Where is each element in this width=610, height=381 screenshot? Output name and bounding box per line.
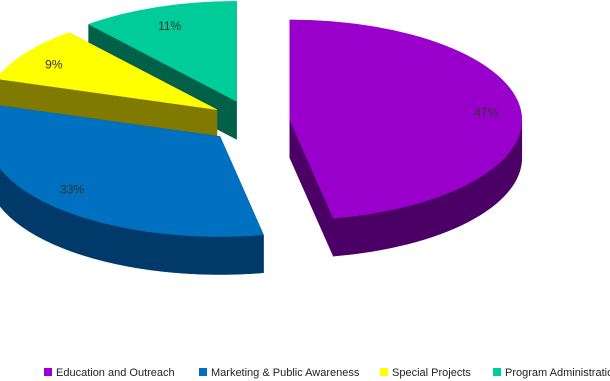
pie-data-labels: 47% 33% 9% 11% xyxy=(45,19,498,196)
legend-item-program-administration: Program Administration xyxy=(493,367,610,379)
slice-label-education-outreach: 47% xyxy=(474,105,498,119)
slice-label-special-projects: 9% xyxy=(45,58,63,72)
pie-top-faces xyxy=(0,1,523,237)
legend-label-education-outreach: Education and Outreach xyxy=(56,367,175,379)
legend-item-marketing-public-awareness: Marketing & Public Awareness xyxy=(199,367,359,379)
legend-label-special-projects: Special Projects xyxy=(392,367,471,379)
legend-item-special-projects: Special Projects xyxy=(380,367,471,379)
legend-swatch-education-outreach xyxy=(44,368,52,376)
slice-label-marketing-public-awareness: 33% xyxy=(60,182,84,196)
legend-label-program-administration: Program Administration xyxy=(505,367,610,379)
slice-marketing-public-awareness-top xyxy=(0,105,264,237)
legend-swatch-program-administration xyxy=(493,368,501,376)
slice-special-projects-top xyxy=(0,32,218,110)
chart-legend: Education and Outreach Marketing & Publi… xyxy=(0,367,610,381)
legend-swatch-special-projects xyxy=(380,368,388,376)
slice-program-administration-top xyxy=(87,1,237,102)
slice-label-program-administration: 11% xyxy=(158,19,181,33)
legend-swatch-marketing-public-awareness xyxy=(199,368,207,376)
legend-item-education-outreach: Education and Outreach xyxy=(44,367,175,379)
slice-education-outreach-top xyxy=(289,19,523,219)
legend-label-marketing-public-awareness: Marketing & Public Awareness xyxy=(211,367,360,379)
